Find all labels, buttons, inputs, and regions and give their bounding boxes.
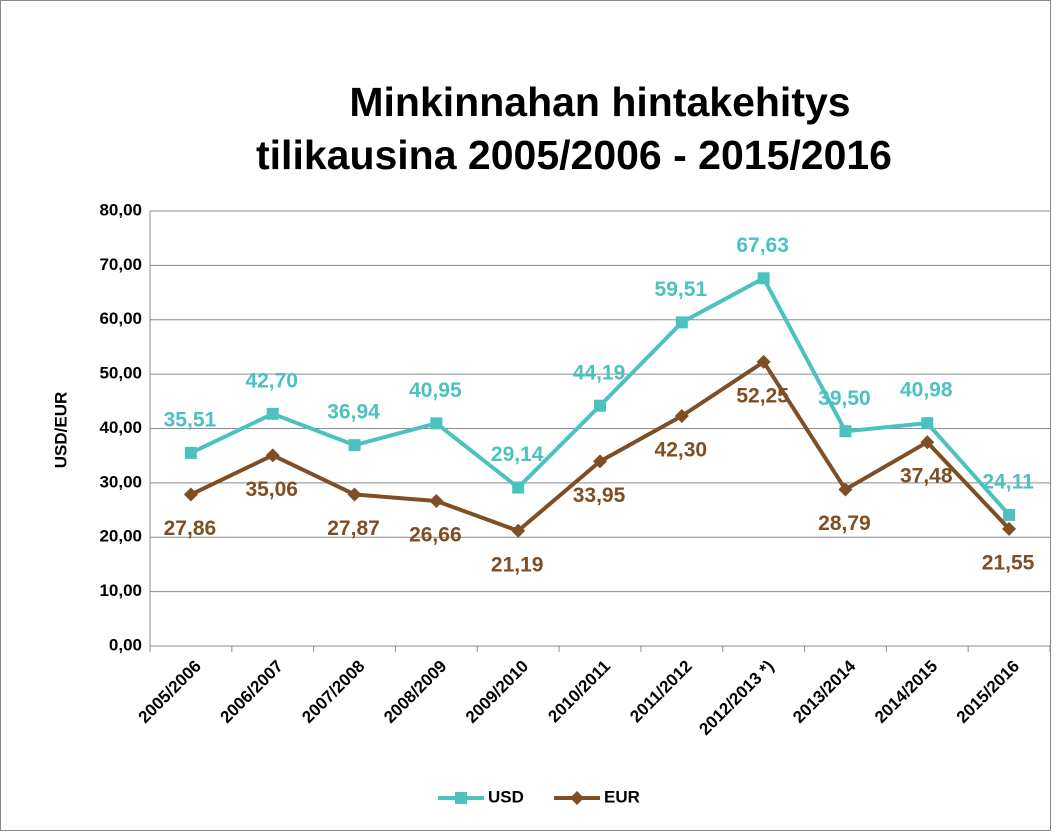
data-label: 33,95 <box>573 484 626 507</box>
data-label: 21,55 <box>982 551 1035 574</box>
y-axis-label: USD/EUR <box>51 392 70 469</box>
point-marker <box>429 494 444 509</box>
data-label: 37,48 <box>900 465 953 488</box>
point-marker <box>920 435 935 450</box>
point-marker <box>674 408 689 423</box>
data-label: 40,95 <box>409 379 462 402</box>
legend-marker <box>455 792 467 804</box>
point-marker <box>675 316 688 329</box>
data-label: 52,25 <box>736 384 789 407</box>
data-label: 35,51 <box>164 408 217 431</box>
point-marker <box>593 454 607 469</box>
y-tick-label: 10,00 <box>99 581 142 600</box>
point-marker <box>430 417 443 430</box>
point-marker <box>266 407 279 420</box>
point-marker <box>183 487 198 502</box>
data-label: 59,51 <box>655 278 708 301</box>
y-tick-label: 30,00 <box>99 472 142 491</box>
point-marker <box>511 523 526 538</box>
point-marker <box>756 354 771 369</box>
data-label: 42,30 <box>655 439 708 462</box>
point-marker <box>838 482 853 497</box>
chart-subtitle: tilikausina 2005/2006 - 2015/2016 <box>256 132 892 178</box>
data-label: 27,87 <box>327 517 380 540</box>
data-label: 36,94 <box>327 401 380 424</box>
point-marker <box>512 481 525 494</box>
y-tick-label: 80,00 <box>99 200 142 219</box>
legend-label: EUR <box>604 787 640 806</box>
point-marker <box>594 399 606 412</box>
data-label: 24,11 <box>982 470 1034 493</box>
data-label: 67,63 <box>736 234 789 257</box>
point-marker <box>348 439 361 452</box>
point-marker <box>1003 508 1016 521</box>
point-marker <box>1002 521 1017 536</box>
point-marker <box>265 448 280 463</box>
point-marker <box>184 446 197 459</box>
y-tick-label: 20,00 <box>99 527 142 546</box>
legend-marker <box>570 791 584 805</box>
data-label: 29,14 <box>491 443 544 466</box>
point-marker <box>921 417 934 430</box>
data-label: 42,70 <box>245 369 298 392</box>
chart-title: Minkinnahan hintakehitys <box>349 79 850 125</box>
y-tick-label: 60,00 <box>99 309 142 328</box>
y-tick-label: 40,00 <box>99 418 142 437</box>
data-label: 40,98 <box>900 379 953 402</box>
point-marker <box>347 487 362 502</box>
y-tick-label: 70,00 <box>99 255 142 274</box>
data-label: 27,86 <box>164 517 217 540</box>
point-marker <box>757 272 770 285</box>
data-label: 28,79 <box>818 512 871 535</box>
data-label: 39,50 <box>818 387 871 410</box>
point-marker <box>839 425 852 438</box>
y-tick-label: 50,00 <box>99 364 142 383</box>
legend-label: USD <box>488 787 524 806</box>
data-label: 44,19 <box>573 361 626 384</box>
data-label: 26,66 <box>409 524 462 547</box>
data-label: 35,06 <box>245 478 298 501</box>
data-label: 21,19 <box>491 553 544 576</box>
y-tick-label: 0,00 <box>109 635 142 654</box>
